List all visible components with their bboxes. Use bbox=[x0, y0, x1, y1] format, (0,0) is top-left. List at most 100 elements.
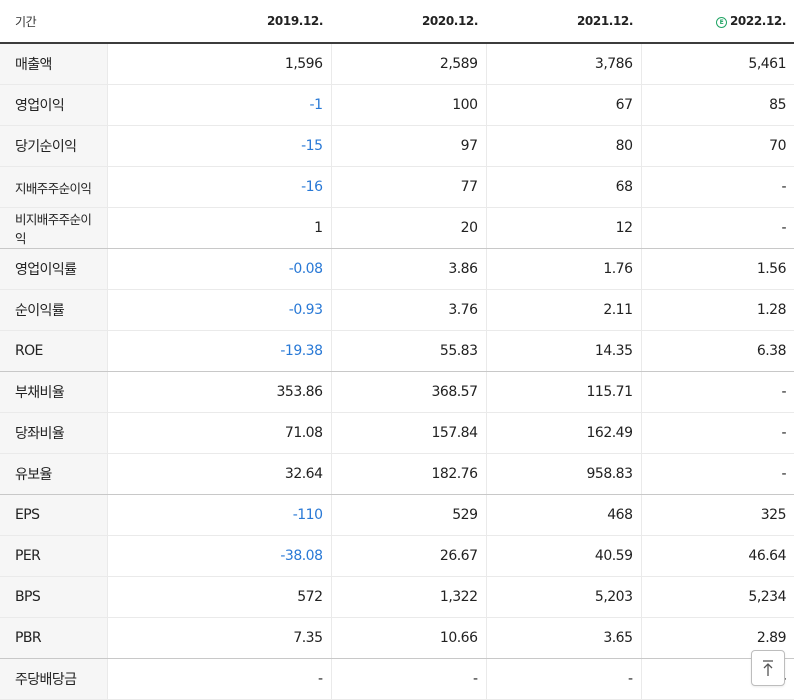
table-row: 영업이익률 -0.08 3.86 1.76 1.56 bbox=[0, 248, 794, 290]
table-cell: 958.83 bbox=[485, 453, 641, 495]
table-row: BPS 572 1,322 5,203 5,234 bbox=[0, 576, 794, 618]
period-header-estimate-label: 2022.12. bbox=[729, 14, 786, 28]
table-cell: 5,461 bbox=[640, 43, 794, 85]
table-cell: 1,596 bbox=[106, 43, 331, 85]
row-label: 당기순이익 bbox=[0, 125, 107, 167]
table-row: 영업이익 -1 100 67 85 bbox=[0, 84, 794, 126]
table-cell: 1 bbox=[106, 207, 331, 249]
table-cell: -38.08 bbox=[106, 535, 331, 577]
table-cell: 14.35 bbox=[485, 330, 641, 372]
row-label: 영업이익률 bbox=[0, 248, 107, 290]
table-cell: 2,589 bbox=[330, 43, 486, 85]
table-cell: 77 bbox=[330, 166, 486, 208]
table-cell: - bbox=[640, 166, 794, 208]
table-row: 부채비율 353.86 368.57 115.71- bbox=[0, 371, 794, 413]
table-cell: 1.56 bbox=[640, 248, 794, 290]
table-cell: -0.08 bbox=[106, 248, 331, 290]
table-cell: -15 bbox=[106, 125, 331, 167]
table-row: 유보율 32.64 182.76 958.83- bbox=[0, 453, 794, 495]
period-header: 2021.12. bbox=[486, 0, 641, 44]
table-cell: 182.76 bbox=[330, 453, 486, 495]
table-row: PER -38.08 26.67 40.59 46.64 bbox=[0, 535, 794, 577]
table-cell: 115.71 bbox=[485, 371, 641, 413]
table-cell: 3.65 bbox=[485, 617, 641, 659]
row-label: 매출액 bbox=[0, 43, 107, 85]
table-cell: 97 bbox=[330, 125, 486, 167]
table-cell: 55.83 bbox=[330, 330, 486, 372]
table-cell: 67 bbox=[485, 84, 641, 126]
table-cell: 5,203 bbox=[485, 576, 641, 618]
period-header: 2019.12. bbox=[107, 0, 331, 44]
table-cell: 7.35 bbox=[106, 617, 331, 659]
table-cell: 1,322 bbox=[330, 576, 486, 618]
table-cell: 10.66 bbox=[330, 617, 486, 659]
row-label: BPS bbox=[0, 576, 107, 618]
table-cell: -110 bbox=[106, 494, 331, 536]
table-row: ROE -19.38 55.83 14.35 6.38 bbox=[0, 330, 794, 372]
table-cell: 80 bbox=[485, 125, 641, 167]
table-cell: 40.59 bbox=[485, 535, 641, 577]
table-cell: - bbox=[640, 453, 794, 495]
table-cell: -1 bbox=[106, 84, 331, 126]
row-label: 유보율 bbox=[0, 453, 107, 495]
table-cell: 100 bbox=[330, 84, 486, 126]
table-cell: 368.57 bbox=[330, 371, 486, 413]
table-cell: 32.64 bbox=[106, 453, 331, 495]
table-cell: - bbox=[485, 658, 641, 700]
scroll-to-top-button[interactable] bbox=[751, 650, 785, 686]
table-row: PBR 7.35 10.66 3.65 2.89 bbox=[0, 617, 794, 659]
table-cell: - bbox=[640, 207, 794, 249]
table-cell: -16 bbox=[106, 166, 331, 208]
table-cell: 20 bbox=[330, 207, 486, 249]
table-cell: 353.86 bbox=[106, 371, 331, 413]
table-cell: -0.93 bbox=[106, 289, 331, 331]
table-row: 지배주주순이익 -16 77 68- bbox=[0, 166, 794, 208]
table-cell: 162.49 bbox=[485, 412, 641, 454]
row-label: ROE bbox=[0, 330, 107, 372]
row-label: 주당배당금 bbox=[0, 658, 107, 700]
table-cell: - bbox=[640, 371, 794, 413]
row-label: EPS bbox=[0, 494, 107, 536]
table-cell: 3.76 bbox=[330, 289, 486, 331]
table-row: 매출액 1,596 2,589 3,786 5,461 bbox=[0, 43, 794, 85]
row-label: PER bbox=[0, 535, 107, 577]
table-cell: 5,234 bbox=[640, 576, 794, 618]
table-cell: 325 bbox=[640, 494, 794, 536]
row-label: 부채비율 bbox=[0, 371, 107, 413]
table-cell: - bbox=[330, 658, 486, 700]
table-cell: - bbox=[106, 658, 331, 700]
table-cell: 68 bbox=[485, 166, 641, 208]
table-cell: 3.86 bbox=[330, 248, 486, 290]
table-cell: 468 bbox=[485, 494, 641, 536]
table-cell: 85 bbox=[640, 84, 794, 126]
table-row: EPS -110 529 468 325 bbox=[0, 494, 794, 536]
period-header-label: 기간 bbox=[0, 0, 107, 44]
estimate-icon: E bbox=[715, 17, 727, 28]
row-label: 영업이익 bbox=[0, 84, 107, 126]
table-row: 순이익률 -0.93 3.76 2.11 1.28 bbox=[0, 289, 794, 331]
table-cell: 70 bbox=[640, 125, 794, 167]
table-cell: 2.11 bbox=[485, 289, 641, 331]
table-cell: 12 bbox=[485, 207, 641, 249]
row-label: 당좌비율 bbox=[0, 412, 107, 454]
header-row: 기간 2019.12. 2020.12. 2021.12. E 2022.12. bbox=[0, 0, 794, 44]
table-cell: 6.38 bbox=[640, 330, 794, 372]
table-cell: -19.38 bbox=[106, 330, 331, 372]
table-cell: 1.28 bbox=[640, 289, 794, 331]
table-row: 비지배주주순이익 1 20 12- bbox=[0, 207, 794, 249]
row-label: 지배주주순이익 bbox=[0, 166, 107, 208]
table-row: 주당배당금---- bbox=[0, 658, 794, 700]
table-row: 당기순이익 -15 97 80 70 bbox=[0, 125, 794, 167]
table-cell: 157.84 bbox=[330, 412, 486, 454]
table-row: 당좌비율 71.08 157.84 162.49- bbox=[0, 412, 794, 454]
table-cell: 572 bbox=[106, 576, 331, 618]
period-header-estimate: E 2022.12. bbox=[641, 0, 794, 44]
row-label: 비지배주주순이익 bbox=[0, 207, 107, 249]
table-cell: 26.67 bbox=[330, 535, 486, 577]
table-cell: 1.76 bbox=[485, 248, 641, 290]
table-cell: 71.08 bbox=[106, 412, 331, 454]
table-cell: 529 bbox=[330, 494, 486, 536]
table-cell: - bbox=[640, 412, 794, 454]
table-cell: 46.64 bbox=[640, 535, 794, 577]
